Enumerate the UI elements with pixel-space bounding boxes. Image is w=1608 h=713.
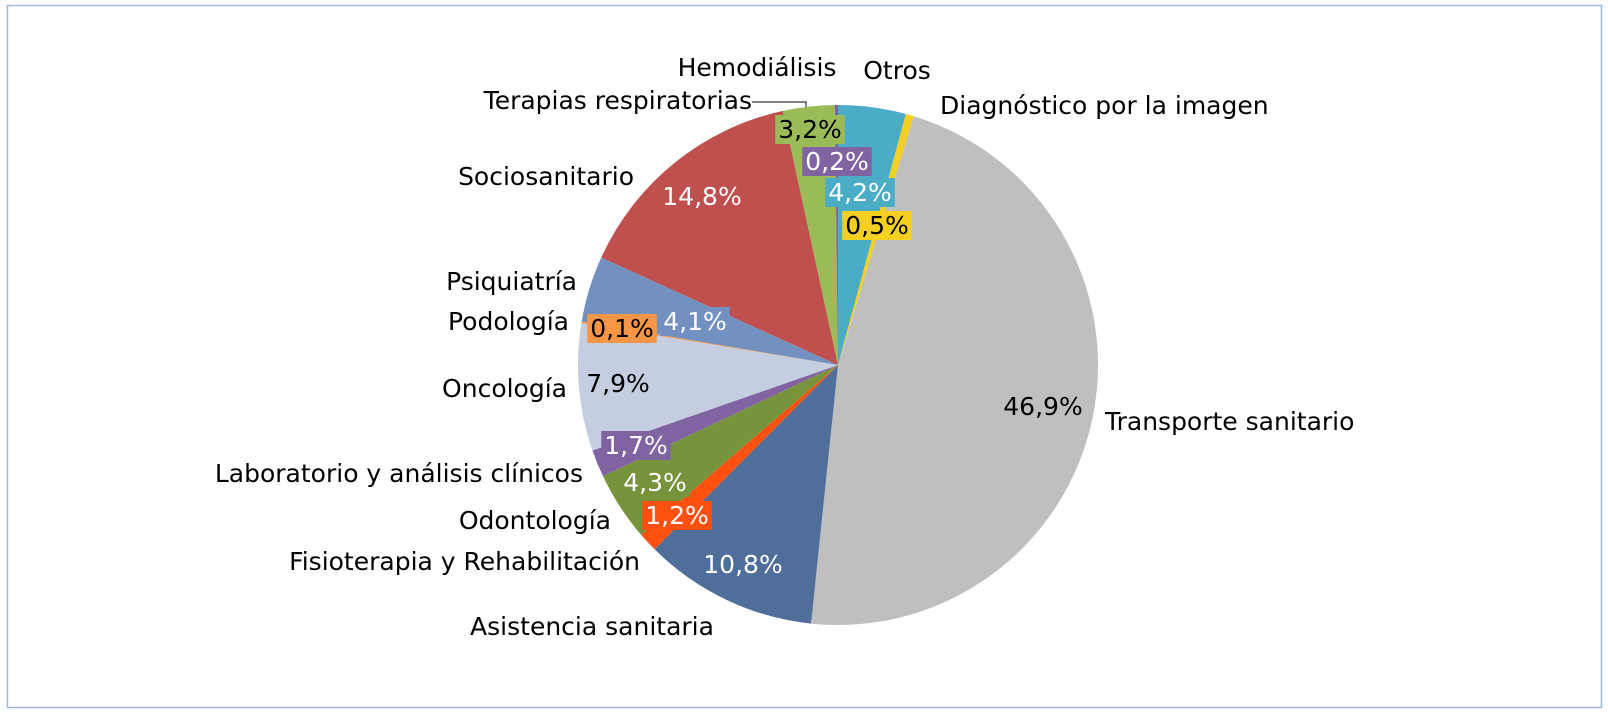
data-label: 0,5% [845,211,909,240]
data-label: 0,2% [805,147,869,176]
data-label: 0,1% [590,314,654,343]
category-label: Terapias respiratorias [483,86,752,115]
data-label-bg [620,468,690,497]
data-label: 14,8% [662,182,741,211]
category-label: Hemodiálisis [678,53,837,82]
category-label: Psiquiatría [446,267,577,296]
data-label-bg [587,314,657,343]
data-label-bg [802,147,872,176]
data-label: 10,8% [703,550,782,579]
data-label: 4,3% [623,468,687,497]
data-label: 1,7% [604,431,668,460]
pie-slice [811,116,1098,625]
category-label: Oncología [442,374,567,403]
data-label-bg [842,211,912,240]
data-label-bg [601,431,671,460]
category-label: Laboratorio y análisis clínicos [215,459,583,488]
pie-slice [654,365,838,624]
category-label: Otros [863,56,931,85]
category-label: Podología [448,307,569,336]
data-label-bg [642,501,712,530]
data-label: 7,9% [586,369,650,398]
data-label: 3,2% [778,115,842,144]
data-label-bg [660,307,730,336]
category-label: Asistencia sanitaria [470,612,714,641]
category-label: Transporte sanitario [1104,407,1354,436]
data-label: 4,2% [828,178,892,207]
data-label: 46,9% [1003,392,1082,421]
data-label: 4,1% [663,307,727,336]
pie-slice [578,323,838,451]
category-label: Sociosanitario [458,162,634,191]
data-label: 1,2% [645,501,709,530]
data-label-bg [825,178,895,207]
category-label: Odontología [459,506,611,535]
category-label: Diagnóstico por la imagen [940,91,1269,120]
pie-slice [601,110,838,365]
category-label: Fisioterapia y Rehabilitación [289,547,640,576]
data-label-bg [775,115,845,144]
